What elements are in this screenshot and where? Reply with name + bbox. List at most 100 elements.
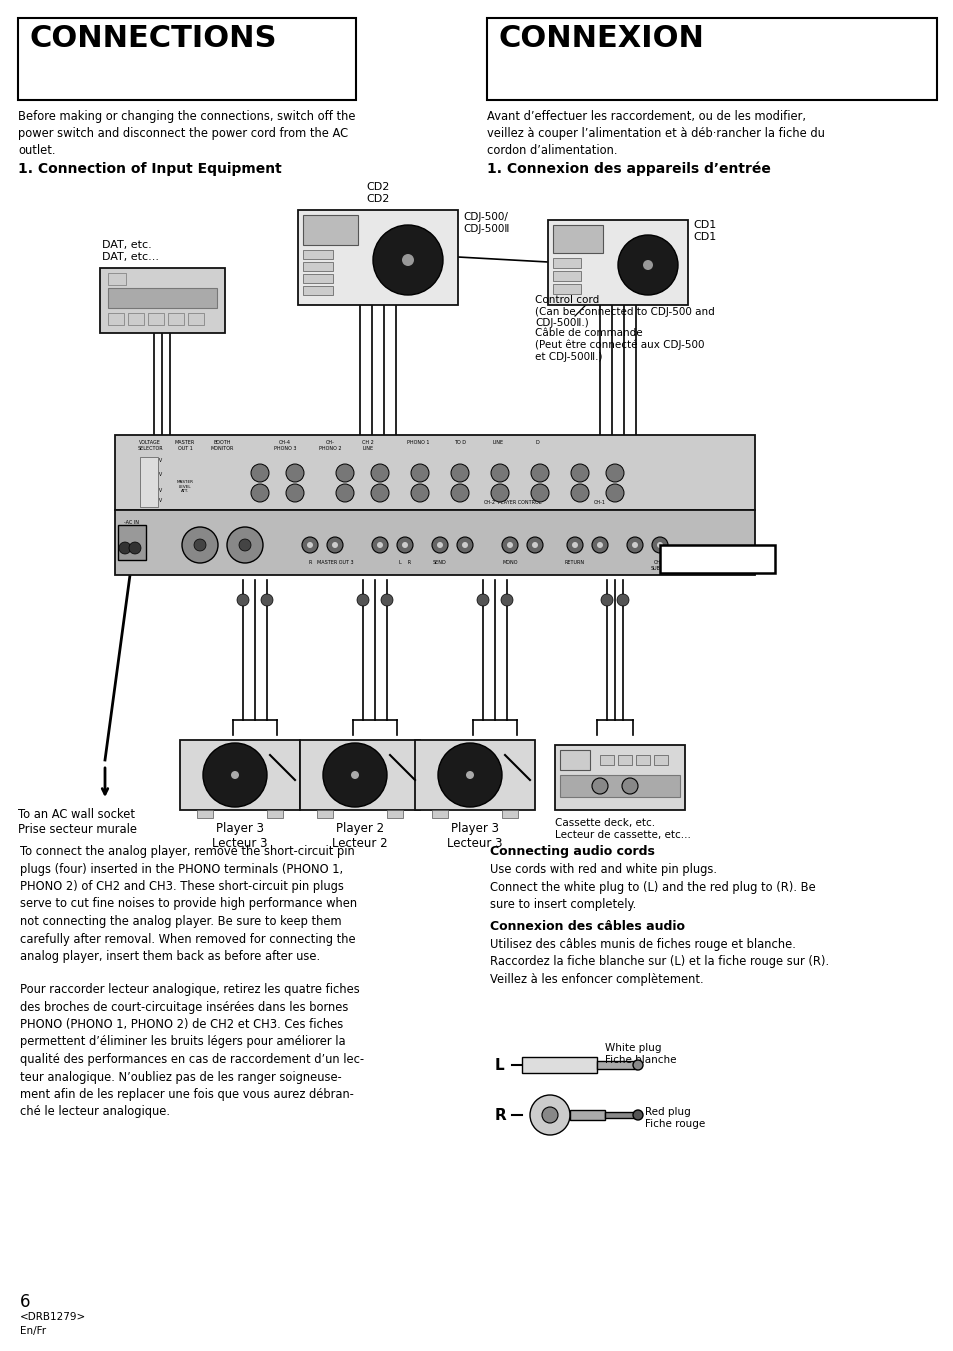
Circle shape (566, 536, 582, 553)
Circle shape (351, 771, 358, 780)
Circle shape (626, 536, 642, 553)
Bar (18, 18, 355, 100)
Text: 120 V: 120 V (148, 473, 162, 477)
Text: Prise secteur murale: Prise secteur murale (18, 823, 137, 836)
Circle shape (451, 484, 469, 503)
Text: CD1
CD1: CD1 CD1 (692, 220, 716, 242)
Bar (303, 215, 357, 245)
Bar (303, 274, 333, 282)
Text: Avant d’effectuer les raccordement, ou de les modifier,
veillez à couper l’alime: Avant d’effectuer les raccordement, ou d… (486, 109, 824, 157)
Circle shape (617, 594, 628, 607)
Circle shape (261, 594, 273, 607)
Bar (316, 811, 333, 817)
Circle shape (327, 536, 343, 553)
Bar (196, 811, 213, 817)
Circle shape (605, 484, 623, 503)
Bar (636, 755, 649, 765)
Text: Player 2
Lecteur 2: Player 2 Lecteur 2 (332, 821, 388, 850)
Circle shape (251, 484, 269, 503)
Text: 220 V: 220 V (148, 488, 162, 493)
Bar (148, 313, 164, 326)
Circle shape (302, 536, 317, 553)
Circle shape (332, 542, 337, 549)
Circle shape (532, 542, 537, 549)
Text: Cassette deck, etc.
Lecteur de cassette, etc...: Cassette deck, etc. Lecteur de cassette,… (555, 817, 690, 839)
Text: RETURN: RETURN (564, 561, 584, 565)
Bar (118, 526, 146, 561)
Bar (618, 755, 631, 765)
Text: TO D: TO D (454, 440, 465, 444)
Circle shape (335, 463, 354, 482)
Circle shape (323, 743, 387, 807)
Bar (659, 544, 774, 573)
Circle shape (541, 1106, 558, 1123)
Circle shape (307, 542, 313, 549)
Bar (599, 755, 614, 765)
Circle shape (371, 484, 389, 503)
Bar (387, 811, 402, 817)
Circle shape (476, 594, 489, 607)
Bar (188, 313, 204, 326)
Circle shape (531, 463, 548, 482)
Text: 1. Connection of Input Equipment: 1. Connection of Input Equipment (18, 162, 281, 176)
Text: 6: 6 (20, 1293, 30, 1310)
Circle shape (600, 594, 613, 607)
Circle shape (631, 542, 638, 549)
Bar (108, 313, 124, 326)
Circle shape (437, 743, 501, 807)
Circle shape (501, 536, 517, 553)
Text: Pour raccorder lecteur analogique, retirez les quatre fiches
des broches de cour: Pour raccorder lecteur analogique, retir… (20, 984, 364, 1119)
Circle shape (657, 542, 662, 549)
Text: LINE: LINE (492, 440, 503, 444)
Bar (140, 457, 158, 507)
Bar (297, 209, 457, 305)
Text: CH 2
LINE: CH 2 LINE (362, 440, 374, 451)
Text: CONNEXION: CONNEXION (498, 24, 704, 53)
Circle shape (597, 542, 602, 549)
Text: MASTER
LEVEL
ATT.: MASTER LEVEL ATT. (176, 480, 193, 493)
Text: -AC IN: -AC IN (125, 520, 139, 526)
Text: Connexion des câbles audio: Connexion des câbles audio (490, 920, 684, 934)
Circle shape (592, 778, 607, 794)
Text: 240 V: 240 V (148, 497, 162, 503)
Circle shape (461, 542, 468, 549)
Circle shape (371, 463, 389, 482)
Circle shape (239, 539, 251, 551)
Circle shape (605, 463, 623, 482)
Circle shape (401, 542, 408, 549)
Bar (569, 1111, 604, 1120)
Text: Player 3
Lecteur 3: Player 3 Lecteur 3 (447, 821, 502, 850)
Circle shape (642, 259, 652, 270)
Text: Player 3
Lecteur 3: Player 3 Lecteur 3 (212, 821, 268, 850)
Text: To an AC wall socket: To an AC wall socket (18, 808, 135, 821)
Circle shape (231, 771, 239, 780)
Text: PHONO 1: PHONO 1 (406, 440, 429, 444)
Bar (108, 273, 126, 285)
Bar (303, 262, 333, 272)
Bar (553, 284, 580, 295)
Circle shape (193, 539, 206, 551)
Circle shape (530, 1096, 569, 1135)
Bar (115, 509, 754, 576)
Text: White plug
Fiche blanche: White plug Fiche blanche (604, 1043, 676, 1065)
Bar (559, 750, 589, 770)
Text: CD2
CD2: CD2 CD2 (366, 182, 389, 204)
Text: BOOTH
MONITOR: BOOTH MONITOR (210, 440, 233, 451)
Circle shape (286, 484, 304, 503)
Bar (267, 811, 283, 817)
Bar (128, 313, 144, 326)
Bar (432, 811, 448, 817)
Circle shape (356, 594, 369, 607)
Circle shape (651, 536, 667, 553)
Text: DAT, etc.
DAT, etc...: DAT, etc. DAT, etc... (102, 240, 159, 262)
Circle shape (286, 463, 304, 482)
Bar (553, 272, 580, 281)
Bar (553, 226, 602, 253)
Circle shape (436, 542, 442, 549)
Text: CH-2: CH-2 (483, 500, 496, 505)
Text: PLAYER CONTROL: PLAYER CONTROL (497, 500, 541, 505)
Text: En/Fr: En/Fr (20, 1325, 46, 1336)
Circle shape (506, 542, 513, 549)
Text: Use cords with red and white pin plugs.
Connect the white plug to (L) and the re: Use cords with red and white pin plugs. … (490, 863, 815, 911)
Text: D: D (535, 440, 538, 444)
